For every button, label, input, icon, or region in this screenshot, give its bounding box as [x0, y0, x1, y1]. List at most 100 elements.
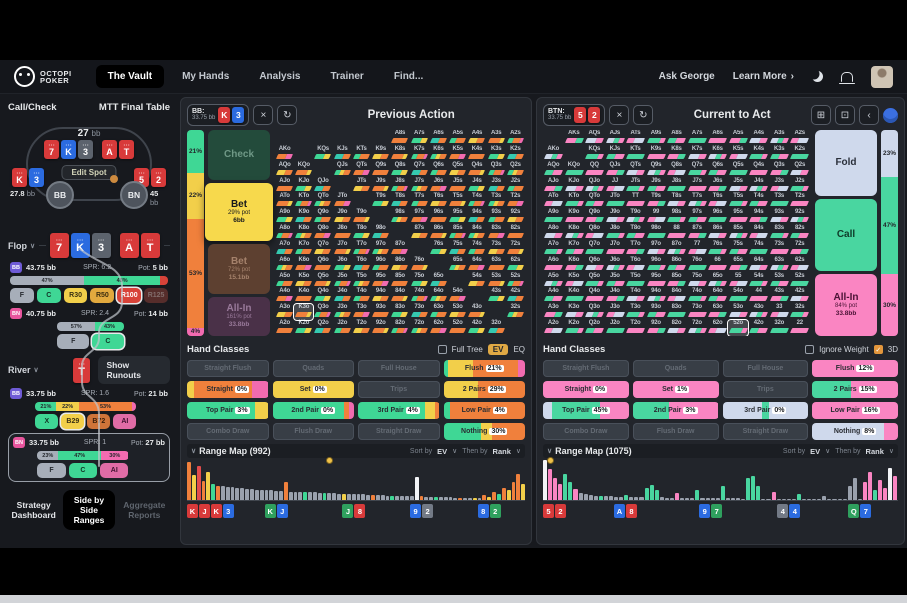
- hand-cell-52o[interactable]: 52o: [726, 319, 750, 336]
- hand-cell-92s[interactable]: 92s: [506, 209, 525, 225]
- hand-cell-JTo[interactable]: JTo: [333, 193, 352, 209]
- hand-cell-A9s[interactable]: A9s: [646, 130, 667, 146]
- class-button-straight[interactable]: Straight 0%: [187, 381, 269, 398]
- hand-cell-J8s[interactable]: J8s: [666, 178, 687, 194]
- hand-cell-66[interactable]: 66: [707, 257, 728, 273]
- hand-cell-K2s[interactable]: K2s: [789, 146, 810, 162]
- hand-cell-93o[interactable]: 93o: [646, 304, 667, 320]
- hand-cell-44[interactable]: [467, 288, 486, 304]
- hand-cell-32o[interactable]: 32o: [769, 320, 790, 336]
- hand-cell-AQs[interactable]: AQs: [584, 130, 605, 146]
- report-view-icon[interactable]: ⊡: [835, 105, 855, 125]
- hand-cell-97s[interactable]: 97s: [410, 209, 429, 225]
- street-label[interactable]: Flop ∨: [8, 240, 36, 251]
- hand-cell-96s[interactable]: 96s: [429, 209, 448, 225]
- eq-toggle[interactable]: EQ: [513, 344, 525, 354]
- hand-cell-J4s[interactable]: J4s: [467, 178, 486, 194]
- hand-cell-54o[interactable]: 54o: [728, 288, 749, 304]
- action-button-fold[interactable]: Fold: [815, 130, 877, 196]
- hand-cell-76s[interactable]: 76s: [429, 241, 448, 257]
- hand-cell-T5o[interactable]: T5o: [625, 273, 646, 289]
- hand-cell-J8s[interactable]: J8s: [390, 178, 409, 194]
- action-chip-r30[interactable]: R30: [63, 288, 88, 303]
- hand-cell-86s[interactable]: 86s: [707, 225, 728, 241]
- hand-cell-J9o[interactable]: J9o: [605, 209, 626, 225]
- chevron-down-icon[interactable]: ∨: [825, 448, 831, 455]
- chevron-down-icon[interactable]: ∨: [888, 448, 894, 455]
- hand-cell-53s[interactable]: 53s: [487, 273, 506, 289]
- hand-cell-A9s[interactable]: [371, 130, 390, 146]
- hand-cell-ATs[interactable]: [352, 130, 371, 146]
- hand-cell-QQ[interactable]: QQ: [584, 162, 605, 178]
- hand-cell-K8o[interactable]: K8o: [294, 225, 313, 241]
- hand-cell-74s[interactable]: 74s: [748, 241, 769, 257]
- hand-cell-T5o[interactable]: T5o: [352, 273, 371, 289]
- hand-cell-Q4s[interactable]: Q4s: [467, 162, 486, 178]
- hand-cell-T4s[interactable]: T4s: [467, 193, 486, 209]
- hand-cell-K6s[interactable]: K6s: [707, 146, 728, 162]
- hand-cell-T2o[interactable]: T2o: [625, 320, 646, 336]
- hand-cell-Q2o[interactable]: Q2o: [584, 320, 605, 336]
- hand-cell-86o[interactable]: 86o: [390, 257, 409, 273]
- hand-cell-J7s[interactable]: J7s: [687, 178, 708, 194]
- hand-cell-86s[interactable]: 86s: [429, 225, 448, 241]
- hand-cell-98s[interactable]: 98s: [390, 209, 409, 225]
- hand-cell-63s[interactable]: 63s: [769, 257, 790, 273]
- hand-cell-84s[interactable]: 84s: [748, 225, 769, 241]
- hand-cell-64o[interactable]: 64o: [429, 288, 448, 304]
- hand-cell-A5o[interactable]: A5o: [543, 273, 564, 289]
- hand-cell-A2o[interactable]: A2o: [543, 320, 564, 336]
- hand-cell-J2s[interactable]: J2s: [506, 178, 525, 194]
- hand-cell-K5o[interactable]: K5o: [294, 273, 313, 289]
- hand-cell-AJs[interactable]: [333, 130, 352, 146]
- hand-cell-AA[interactable]: [275, 130, 294, 146]
- hand-cell-65s[interactable]: 65s: [448, 257, 467, 273]
- hand-cell-A3s[interactable]: A3s: [769, 130, 790, 146]
- hand-cell-Q3s[interactable]: Q3s: [769, 162, 790, 178]
- hand-cell-76o[interactable]: 76o: [410, 257, 429, 273]
- hand-cell-AKs[interactable]: AKs: [564, 130, 585, 146]
- class-button-combo-draw[interactable]: Combo Draw: [543, 423, 629, 440]
- hand-cell-A6s[interactable]: A6s: [429, 130, 448, 146]
- class-button-straight-flush[interactable]: Straight Flush: [543, 360, 629, 377]
- hand-cell-Q9s[interactable]: Q9s: [371, 162, 390, 178]
- hand-cell-A3o[interactable]: A3o: [543, 304, 564, 320]
- hand-cell-63o[interactable]: 63o: [707, 304, 728, 320]
- action-button-all-in[interactable]: All-In 161% pot 33.8bb: [208, 297, 270, 336]
- hand-cell-QJs[interactable]: QJs: [333, 162, 352, 178]
- hand-cell-53s[interactable]: 53s: [769, 273, 790, 289]
- action-chip-f[interactable]: F: [10, 288, 34, 303]
- hand-cell-75o[interactable]: 75o: [687, 273, 708, 289]
- hand-cell-QTs[interactable]: QTs: [352, 162, 371, 178]
- hand-cell-T6s[interactable]: T6s: [429, 193, 448, 209]
- action-button-call[interactable]: Call: [815, 199, 877, 271]
- grid-view-icon[interactable]: ⊞: [811, 105, 831, 125]
- class-button-set[interactable]: Set 1%: [632, 381, 719, 398]
- hand-cell-A7o[interactable]: A7o: [275, 241, 294, 257]
- hand-cell-97o[interactable]: 97o: [646, 241, 667, 257]
- hand-cell-A7o[interactable]: A7o: [543, 241, 564, 257]
- hand-cell-K7o[interactable]: K7o: [564, 241, 585, 257]
- class-button-2nd-pair[interactable]: 2nd Pair 0%: [272, 402, 355, 419]
- hand-cell-J6s[interactable]: J6s: [707, 178, 728, 194]
- hand-cell-KJo[interactable]: KJo: [564, 178, 585, 194]
- hand-cell-K4s[interactable]: K4s: [467, 146, 486, 162]
- hand-cell-T6o[interactable]: T6o: [625, 257, 646, 273]
- hand-cell-A5s[interactable]: A5s: [448, 130, 467, 146]
- close-icon[interactable]: ×: [253, 105, 274, 125]
- hand-cell-T2s[interactable]: T2s: [506, 193, 525, 209]
- action-chip-f[interactable]: F: [57, 334, 90, 349]
- hand-cell-J8o[interactable]: J8o: [605, 225, 626, 241]
- hand-cell-K3s[interactable]: K3s: [487, 146, 506, 162]
- hand-cell-Q3o[interactable]: Q3o: [584, 304, 605, 320]
- hand-cell-A4s[interactable]: A4s: [467, 130, 486, 146]
- hand-cell-82s[interactable]: 82s: [789, 225, 810, 241]
- hand-cell-Q5s[interactable]: Q5s: [448, 162, 467, 178]
- hand-cell-72s[interactable]: 72s: [506, 241, 525, 257]
- hand-cell-A8o[interactable]: A8o: [543, 225, 564, 241]
- hand-cell-K4o[interactable]: K4o: [564, 288, 585, 304]
- chevron-down-icon[interactable]: ∨: [515, 448, 521, 455]
